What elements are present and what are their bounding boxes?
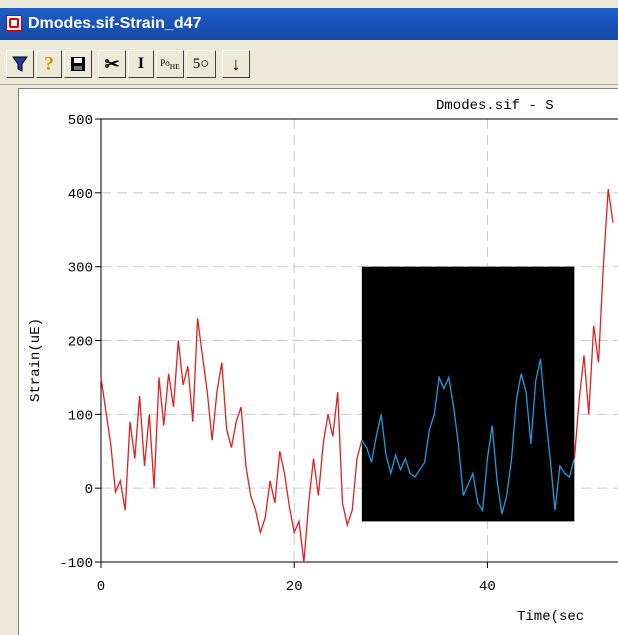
y-tick-label: -100 bbox=[59, 556, 93, 572]
highlight-region bbox=[361, 266, 575, 522]
series-line-1 bbox=[361, 358, 576, 515]
window-title: Dmodes.sif-Strain_d47 bbox=[28, 15, 202, 32]
y-axis-label: Strain(uE) bbox=[28, 318, 44, 402]
chart-title: Dmodes.sif - S bbox=[436, 98, 554, 114]
app-icon bbox=[6, 15, 22, 31]
y-tick-label: 400 bbox=[68, 187, 93, 203]
x-axis-ticks: 0 20 40 bbox=[97, 562, 496, 595]
series-line-2 bbox=[573, 189, 614, 459]
x-tick-label: 40 bbox=[479, 579, 496, 595]
y-tick-label: 0 bbox=[85, 482, 93, 498]
down-arrow-icon: ↓ bbox=[231, 53, 241, 74]
scissors-icon: ✂ bbox=[104, 53, 120, 74]
y-tick-label: 500 bbox=[68, 113, 93, 129]
x-tick-label: 20 bbox=[286, 579, 303, 595]
series-line-0 bbox=[100, 318, 363, 563]
funnel-icon bbox=[12, 56, 28, 72]
filter-tool-button[interactable] bbox=[6, 50, 34, 78]
window-titlebar: Dmodes.sif-Strain_d47 bbox=[0, 8, 618, 40]
y-tick-label: 200 bbox=[68, 335, 93, 351]
text-cursor-icon: I bbox=[137, 55, 145, 72]
x-axis-label: Time(sec bbox=[517, 609, 584, 625]
cut-button[interactable]: ✂ bbox=[98, 50, 126, 78]
x-tick-label: 0 bbox=[97, 579, 105, 595]
cursor-button[interactable]: I bbox=[128, 50, 154, 78]
toolbar: ? ✂ I PoHE 5○ ↓ bbox=[0, 44, 618, 85]
down-arrow-button[interactable]: ↓ bbox=[222, 50, 250, 78]
y-tick-label: 100 bbox=[68, 408, 93, 424]
y-tick-label: 300 bbox=[68, 261, 93, 277]
floppy-disk-icon bbox=[71, 57, 85, 71]
save-button[interactable] bbox=[64, 50, 92, 78]
power-button[interactable]: PoHE bbox=[156, 50, 184, 78]
fifty-icon: 5○ bbox=[192, 55, 210, 72]
plot-canvas: 500 400 300 200 100 0 -100 0 20 40 Dmodes.sif - … bbox=[18, 88, 618, 635]
power-icon: PoHE bbox=[160, 57, 180, 71]
y-axis-ticks: 500 400 300 200 100 0 -100 bbox=[59, 113, 101, 572]
series-group bbox=[100, 189, 614, 563]
fifty-button[interactable]: 5○ bbox=[186, 50, 216, 78]
help-button[interactable]: ? bbox=[36, 50, 62, 78]
question-icon: ? bbox=[44, 52, 54, 75]
